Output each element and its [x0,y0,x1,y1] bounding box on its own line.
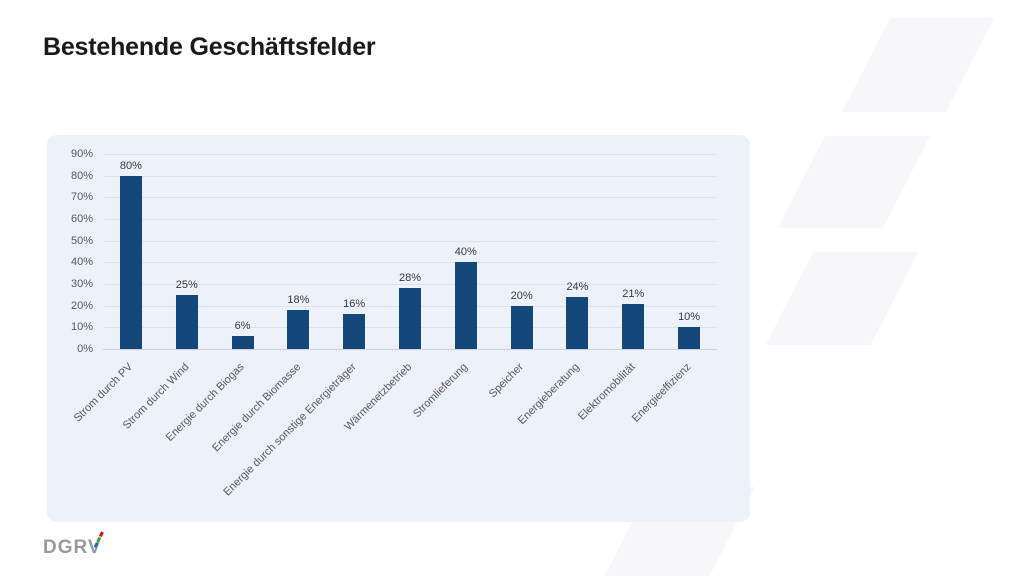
background-shape [842,18,994,112]
bar-value-label: 16% [343,298,366,311]
chart-gridline [103,154,717,155]
y-axis-tick-label: 70% [70,191,93,204]
bar-value-label: 18% [287,294,310,306]
bar [678,327,701,349]
chart-gridline [103,284,717,285]
bar [399,288,421,349]
bar-value-label: 6% [234,320,251,332]
page-title: Bestehende Geschäftsfelder [43,33,376,61]
background-shape [765,252,918,345]
logo-text: DGRV [43,537,102,558]
bar [454,262,477,349]
x-axis-category-text: Speicher [486,361,527,401]
bar [231,336,254,349]
bar-value-label: 25% [175,278,198,291]
y-axis-tick-label: 90% [70,148,93,160]
x-axis-category-text: Elektromobilität [576,361,638,423]
x-axis-category-text: Energieberatung [515,361,582,428]
bar-value-label: 10% [678,311,701,324]
x-axis-category-text: Stromlieferung [411,361,471,421]
bar [622,303,645,349]
chart-gridline [103,197,717,199]
background-shape [778,136,930,228]
bar [510,305,533,349]
bar [119,175,142,349]
y-axis-tick-label: 40% [70,256,93,269]
chart-gridline [103,349,717,350]
y-axis-tick-label: 20% [70,299,93,312]
dgrv-logo: DGRV [43,531,104,559]
bar [175,294,198,349]
bar-chart: 0% 10% 20% 30% 40% 50% 60% 70% 80% 90% 80% Strom du… [47,135,750,522]
bar-value-label: 24% [566,281,589,293]
bar [287,310,310,349]
y-axis-tick-label: 10% [70,321,93,334]
y-axis-tick-label: 60% [70,213,93,225]
bar-value-label: 80% [119,159,142,172]
bar-value-label: 28% [398,272,422,285]
chart-panel: 0% 10% 20% 30% 40% 50% 60% 70% 80% 90% 80% Strom du… [47,135,750,522]
bar-value-label: 40% [454,246,477,259]
chart-gridline [103,240,717,242]
y-axis-tick-label: 80% [70,169,93,182]
x-axis-category-text: Energieeffizienz [629,361,694,425]
y-axis-tick-label: 30% [70,278,93,290]
chart-gridline [103,262,717,264]
y-axis-tick-label: 0% [77,343,93,355]
bar-value-label: 21% [622,287,645,300]
bar [566,297,589,349]
bar-value-label: 20% [510,289,533,302]
bar [343,314,366,349]
chart-gridline [103,219,717,220]
chart-gridline [103,175,717,177]
x-axis-category-text: Strom durch PV [72,361,136,425]
y-axis-tick-label: 50% [70,234,93,247]
